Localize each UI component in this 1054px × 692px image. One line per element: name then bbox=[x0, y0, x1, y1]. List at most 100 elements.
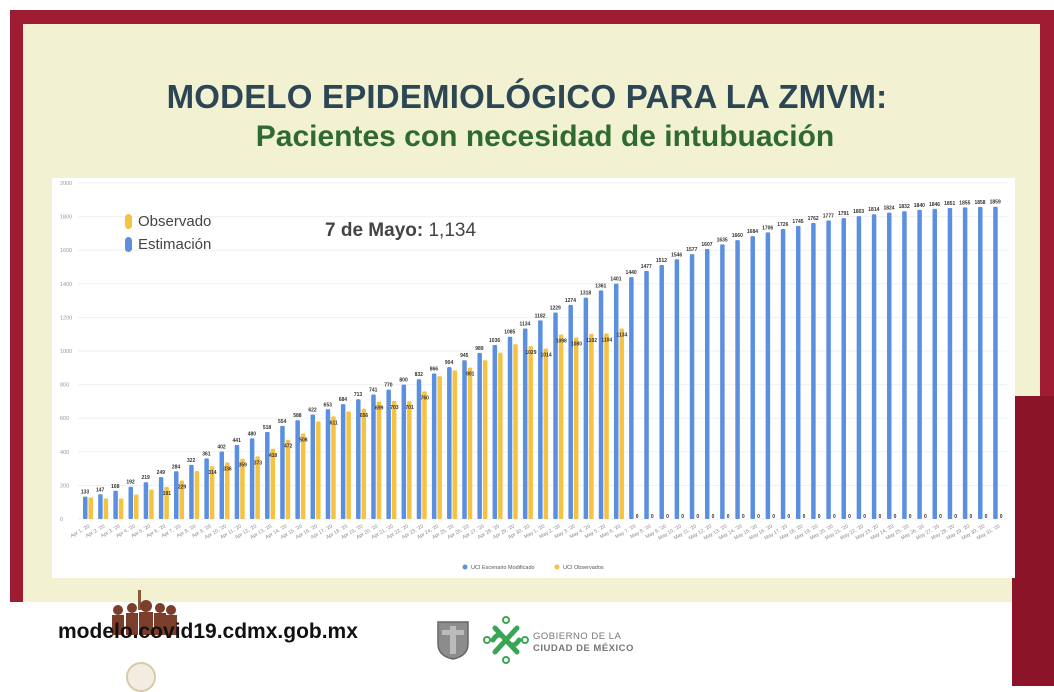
estimation-bar bbox=[598, 290, 604, 519]
observed-data-label: 0 bbox=[939, 514, 942, 520]
estimation-data-label: 588 bbox=[293, 413, 302, 419]
estimation-bar bbox=[704, 249, 710, 520]
legend-item-estimacion: Estimación bbox=[125, 233, 211, 256]
estimation-bar bbox=[871, 214, 877, 520]
estimation-data-label: 1477 bbox=[641, 264, 652, 270]
observed-data-label: 0 bbox=[636, 514, 639, 520]
estimation-data-label: 147 bbox=[96, 487, 105, 493]
observed-data-label: 1134 bbox=[617, 332, 628, 338]
estimation-bar bbox=[583, 297, 589, 519]
observed-data-label: 0 bbox=[757, 514, 760, 520]
estimation-bar bbox=[189, 464, 194, 519]
estimation-data-label: 1036 bbox=[489, 338, 500, 344]
observed-bar bbox=[528, 346, 533, 519]
estimation-data-label: 1855 bbox=[959, 200, 970, 206]
estimation-data-label: 249 bbox=[157, 470, 166, 476]
estimation-data-label: 741 bbox=[369, 388, 378, 394]
historic-figures-logo-icon bbox=[112, 590, 177, 635]
observed-bar bbox=[255, 456, 260, 519]
observed-data-label: 0 bbox=[696, 514, 699, 520]
observed-data-label: 1080 bbox=[571, 342, 582, 348]
estimation-bar bbox=[356, 399, 361, 519]
estimation-data-label: 1840 bbox=[914, 203, 925, 209]
estimation-data-label: 219 bbox=[142, 475, 151, 481]
cdmx-shield-icon bbox=[437, 621, 469, 660]
slide-title: MODELO EPIDEMIOLÓGICO PARA LA ZMVM: bbox=[166, 78, 888, 115]
annotation-value: 1,134 bbox=[428, 220, 477, 241]
estimation-data-label: 1635 bbox=[717, 237, 728, 243]
estimation-bar bbox=[841, 218, 846, 519]
estimation-bar bbox=[613, 283, 619, 519]
observed-bar bbox=[513, 344, 518, 519]
observed-bar bbox=[225, 462, 230, 519]
national-seal-icon bbox=[126, 662, 156, 692]
estimation-bar bbox=[962, 207, 968, 520]
observed-data-label: 0 bbox=[727, 514, 730, 520]
estimation-bar bbox=[735, 240, 740, 519]
estimation-data-label: 1361 bbox=[595, 283, 606, 289]
estimation-bar bbox=[295, 420, 300, 519]
chart-svg: 0 200 400 600 800 1000 1200 1400 1600 1800 2000 133… bbox=[60, 181, 1007, 571]
estimation-data-label: 1762 bbox=[808, 216, 819, 222]
estimation-data-label: 1858 bbox=[974, 200, 985, 206]
y-tick-label: 600 bbox=[60, 416, 69, 422]
estimation-data-label: 1274 bbox=[565, 298, 576, 304]
observed-bar bbox=[498, 352, 503, 519]
observed-data-label: 0 bbox=[681, 514, 684, 520]
estimation-data-label: 1803 bbox=[853, 209, 864, 215]
estimation-bar bbox=[265, 431, 270, 519]
estimation-data-label: 1512 bbox=[656, 258, 667, 264]
estimation-data-label: 1660 bbox=[732, 233, 743, 239]
observed-data-label: 701 bbox=[405, 405, 414, 411]
estimation-data-label: 1846 bbox=[929, 202, 940, 208]
estimation-bar bbox=[416, 379, 422, 519]
estimation-data-label: 713 bbox=[354, 392, 363, 398]
estimation-data-label: 1777 bbox=[823, 213, 834, 219]
observed-data-label: 314 bbox=[208, 470, 217, 476]
estimation-bar bbox=[644, 270, 649, 519]
estimation-bar bbox=[568, 304, 573, 519]
observed-bar bbox=[103, 498, 109, 519]
website-url[interactable]: modelo.covid19.cdmx.gob.mx bbox=[58, 620, 358, 643]
observed-data-label: 0 bbox=[666, 514, 669, 520]
estimation-bar bbox=[795, 225, 801, 519]
frame-top bbox=[10, 10, 1054, 24]
estimation-data-label: 1607 bbox=[701, 242, 712, 248]
observed-data-label: 1014 bbox=[541, 353, 552, 359]
observed-bar bbox=[467, 367, 473, 519]
estimation-bar bbox=[826, 220, 831, 520]
observed-data-label: 508 bbox=[299, 438, 308, 444]
estimation-bar bbox=[993, 206, 998, 520]
estimation-bar bbox=[720, 244, 725, 519]
estimation-bar bbox=[811, 222, 816, 519]
observed-bar bbox=[179, 480, 185, 519]
estimation-bar bbox=[113, 490, 118, 519]
y-tick-label: 1400 bbox=[60, 282, 72, 288]
estimation-bar bbox=[447, 367, 452, 519]
estimation-data-label: 622 bbox=[308, 408, 317, 414]
estimation-data-label: 770 bbox=[384, 383, 393, 389]
estimation-bar bbox=[325, 409, 331, 519]
observed-bar bbox=[376, 401, 382, 519]
observed-bar bbox=[88, 497, 93, 519]
estimation-bar bbox=[917, 209, 922, 519]
observed-data-label: 472 bbox=[284, 444, 293, 450]
y-tick-label: 2000 bbox=[60, 181, 72, 187]
estimation-bar bbox=[629, 277, 634, 519]
estimation-data-label: 653 bbox=[324, 402, 333, 408]
estimation-bar bbox=[856, 216, 862, 519]
estimation-bar bbox=[477, 352, 482, 519]
estimation-bar bbox=[553, 312, 558, 519]
estimation-bar bbox=[765, 232, 771, 519]
estimation-bar bbox=[371, 394, 376, 519]
observed-bar bbox=[316, 421, 321, 519]
observed-data-label: 336 bbox=[223, 467, 232, 473]
estimation-data-label: 441 bbox=[233, 438, 242, 444]
y-tick-label: 1800 bbox=[60, 215, 72, 221]
estimation-data-label: 1859 bbox=[990, 200, 1001, 206]
estimation-data-label: 1791 bbox=[838, 211, 849, 217]
annotation: 7 de Mayo: 1,134 bbox=[325, 220, 476, 242]
observed-bar bbox=[604, 333, 609, 519]
estimation-data-label: 1318 bbox=[580, 291, 591, 297]
observed-data-label: 699 bbox=[375, 406, 384, 412]
